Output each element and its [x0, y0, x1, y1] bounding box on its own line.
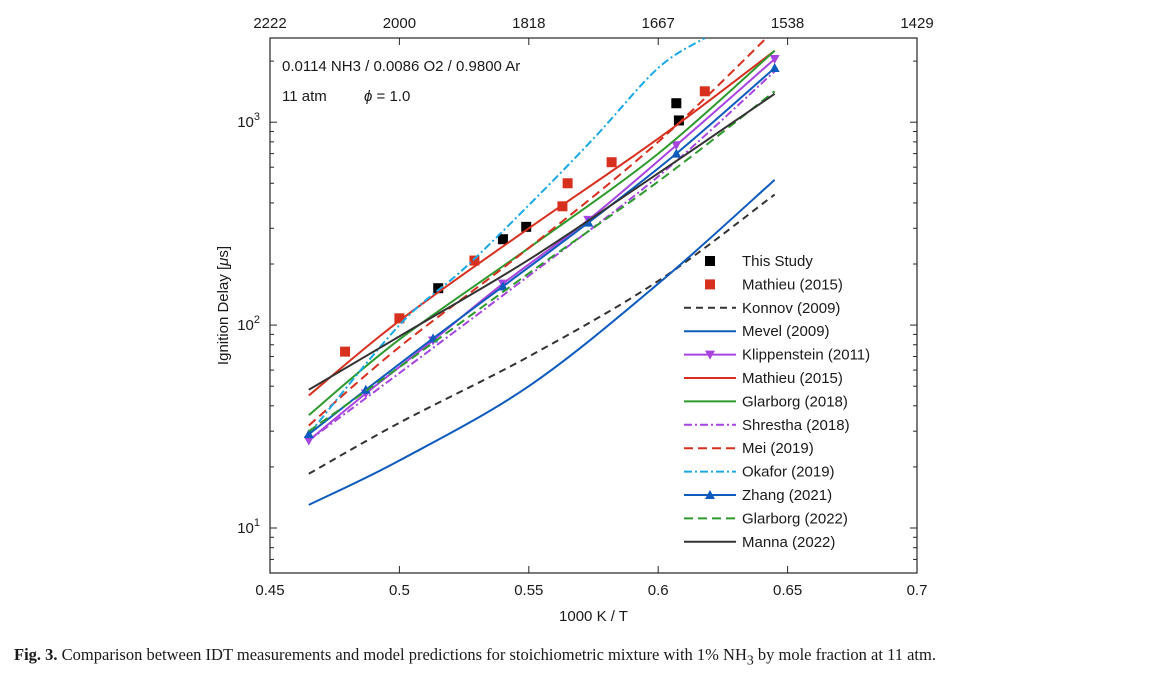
legend: This Study Mathieu (2015) Konnov (2009) Mev… — [684, 253, 870, 551]
series-marker-klippenstein-2011 — [769, 54, 780, 64]
top-tick-label: 2000 — [383, 15, 416, 32]
data-point-this-study — [497, 234, 508, 245]
series-line-manna-2022 — [308, 92, 776, 391]
legend-label-glarborg-2022: Glarborg (2022) — [742, 510, 848, 527]
series-line-mei-2019 — [308, 38, 768, 427]
x-tick-label: 0.7 — [907, 582, 928, 599]
data-point-mathieu-2015 — [606, 157, 617, 168]
series-line-okafor-2019 — [308, 38, 706, 435]
series-line-glarborg-2018 — [308, 49, 776, 416]
data-point-this-study — [673, 115, 684, 126]
series-marker-zhang-2021 — [360, 384, 371, 394]
caption-text: Comparison between IDT measurements and … — [57, 645, 747, 664]
series-line-shrestha-2018 — [308, 70, 776, 442]
top-tick-label: 2222 — [253, 15, 286, 32]
series-marker-zhang-2021 — [769, 62, 780, 72]
x-axis-title: 1000 K / T — [559, 608, 628, 625]
ignition-delay-chart: 0.45 0.5 0.55 0.6 0.65 0.7 2222 2000 1818 1667 153… — [215, 15, 934, 625]
legend-label-klippenstein-2011: Klippenstein (2011) — [742, 347, 870, 364]
caption-label: Fig. 3. — [14, 645, 58, 664]
caption-subscript: 3 — [746, 652, 754, 668]
legend-marker-zhang-2021 — [705, 490, 715, 499]
legend-marker-this-study — [705, 256, 715, 266]
data-point-this-study — [671, 98, 682, 109]
caption-text-end: by mole fraction at 11 atm. — [753, 645, 936, 664]
series-line-mevel-2009 — [308, 179, 776, 506]
series-line-konnov-2009 — [308, 193, 776, 475]
data-point-mathieu-2015 — [394, 313, 405, 324]
top-tick-label: 1538 — [771, 15, 804, 32]
top-tick-label: 1818 — [512, 15, 545, 32]
y-axis-title: Ignition Delay [μs] — [215, 246, 232, 365]
data-point-this-study — [433, 283, 444, 294]
series-line-zhang-2021 — [308, 67, 776, 435]
legend-label-this-study: This Study — [742, 253, 813, 270]
top-tick-label: 1667 — [642, 15, 675, 32]
x-tick-label: 0.65 — [773, 582, 802, 599]
figure-caption: Fig. 3. Comparison between IDT measureme… — [14, 645, 1154, 668]
data-point-mathieu-2015 — [557, 201, 568, 212]
data-point-this-study — [521, 221, 532, 232]
x-tick-label: 0.55 — [514, 582, 543, 599]
phi-annotation: ϕ = 1.0 — [364, 88, 410, 105]
legend-label-mathieu-2015: Mathieu (2015) — [742, 276, 843, 293]
series-marker-zhang-2021 — [671, 148, 682, 158]
legend-label-mei-2019: Mei (2019) — [742, 440, 814, 457]
series-line-mathieu-2015 — [308, 49, 776, 397]
y-tick-label: 103 — [237, 111, 260, 131]
mixture-annotation: 0.0114 NH3 / 0.0086 O2 / 0.9800 Ar — [282, 58, 520, 75]
legend-label-shrestha-2018: Shrestha (2018) — [742, 417, 850, 434]
data-point-mathieu-2015 — [699, 86, 710, 97]
series-marker-klippenstein-2011 — [671, 141, 682, 151]
legend-label-manna-2022: Manna (2022) — [742, 534, 835, 551]
x-tick-label: 0.6 — [648, 582, 669, 599]
top-tick-label: 1429 — [900, 15, 933, 32]
series-line-glarborg-2022 — [308, 90, 776, 432]
legend-label-konnov-2009: Konnov (2009) — [742, 300, 840, 317]
legend-marker-mathieu-2015 — [705, 279, 715, 290]
series-marker-zhang-2021 — [583, 217, 594, 227]
series-group — [303, 38, 780, 506]
legend-label-okafor-2019: Okafor (2019) — [742, 464, 835, 481]
data-point-mathieu-2015 — [340, 346, 351, 357]
x-tick-label: 0.45 — [255, 582, 284, 599]
y-tick-label: 102 — [237, 314, 260, 334]
data-point-mathieu-2015 — [469, 255, 480, 266]
legend-label-mathieu-2015: Mathieu (2015) — [742, 370, 843, 387]
legend-marker-klippenstein-2011 — [705, 350, 715, 360]
series-line-klippenstein-2011 — [308, 58, 776, 442]
legend-label-zhang-2021: Zhang (2021) — [742, 487, 832, 504]
series-marker-zhang-2021 — [303, 429, 314, 439]
pressure-annotation: 11 atm — [282, 88, 327, 105]
data-point-mathieu-2015 — [562, 178, 573, 189]
plot-frame — [269, 37, 918, 574]
series-marker-zhang-2021 — [497, 281, 508, 291]
x-tick-label: 0.5 — [389, 582, 410, 599]
legend-label-mevel-2009: Mevel (2009) — [742, 323, 830, 340]
y-tick-label: 101 — [237, 517, 260, 537]
legend-label-glarborg-2018: Glarborg (2018) — [742, 393, 848, 410]
